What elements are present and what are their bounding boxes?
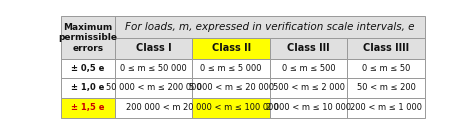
Bar: [115, 78, 192, 98]
Text: 500 < m ≤ 2 000: 500 < m ≤ 2 000: [273, 83, 345, 92]
Bar: [61, 16, 115, 59]
Text: For loads, m, expressed in verification scale intervals, e: For loads, m, expressed in verification …: [125, 22, 415, 32]
Bar: [270, 38, 347, 59]
Text: 2 000 < m ≤ 10 000: 2 000 < m ≤ 10 000: [266, 103, 351, 112]
Text: ± 0,5 e: ± 0,5 e: [71, 64, 105, 73]
Text: Maximum
permissible
errors: Maximum permissible errors: [58, 23, 118, 53]
Text: 200 000 < m: 200 000 < m: [127, 103, 181, 112]
Text: ± 1,5 e: ± 1,5 e: [71, 103, 105, 112]
Text: 5 000 < m ≤ 20 000: 5 000 < m ≤ 20 000: [189, 83, 273, 92]
Text: ± 1,0 e: ± 1,0 e: [71, 83, 105, 92]
Bar: [61, 98, 115, 118]
Text: 50 < m ≤ 200: 50 < m ≤ 200: [356, 83, 416, 92]
Text: 0 ≤ m ≤ 50 000: 0 ≤ m ≤ 50 000: [120, 64, 187, 73]
Bar: [347, 98, 425, 118]
Text: 20 000 < m ≤ 100 000: 20 000 < m ≤ 100 000: [183, 103, 279, 112]
Text: Class III: Class III: [287, 43, 330, 53]
Text: 200 < m ≤ 1 000: 200 < m ≤ 1 000: [350, 103, 422, 112]
Text: 0 ≤ m ≤ 5 000: 0 ≤ m ≤ 5 000: [201, 64, 262, 73]
Bar: [192, 38, 270, 59]
Bar: [192, 78, 270, 98]
Bar: [61, 78, 115, 98]
Bar: [270, 59, 347, 78]
Bar: [115, 16, 425, 38]
Bar: [192, 98, 270, 118]
Text: 0 ≤ m ≤ 500: 0 ≤ m ≤ 500: [282, 64, 336, 73]
Bar: [61, 59, 115, 78]
Bar: [347, 78, 425, 98]
Bar: [115, 38, 192, 59]
Text: 0 ≤ m ≤ 50: 0 ≤ m ≤ 50: [362, 64, 410, 73]
Bar: [347, 59, 425, 78]
Text: 50 000 < m ≤ 200 000: 50 000 < m ≤ 200 000: [106, 83, 201, 92]
Text: Class I: Class I: [136, 43, 172, 53]
Bar: [347, 38, 425, 59]
Bar: [270, 78, 347, 98]
Bar: [115, 98, 192, 118]
Bar: [192, 59, 270, 78]
Text: Class IIII: Class IIII: [363, 43, 409, 53]
Bar: [270, 98, 347, 118]
Bar: [115, 59, 192, 78]
Text: Class II: Class II: [211, 43, 251, 53]
